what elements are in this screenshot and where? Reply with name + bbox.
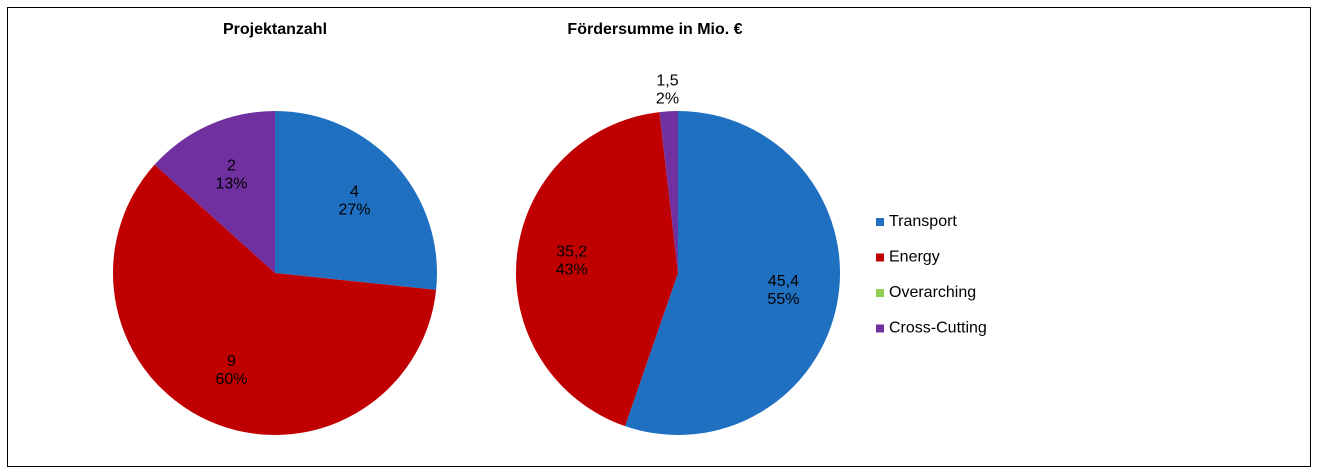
legend-swatch: [876, 289, 884, 297]
data-label: 13%: [215, 176, 247, 193]
data-label: 55%: [767, 291, 799, 308]
data-label: 2%: [656, 90, 679, 107]
data-label: 1,5: [656, 72, 678, 89]
pie-slice: [113, 164, 437, 436]
data-label: 60%: [215, 371, 247, 388]
data-label: 4: [350, 184, 359, 201]
pie-slice: [515, 112, 678, 427]
pie-slice: [625, 111, 840, 435]
data-label: 9: [227, 353, 236, 370]
pie-slice: [275, 111, 438, 290]
chart-title: Projektanzahl: [223, 21, 327, 38]
legend-swatch: [876, 324, 884, 333]
data-label: 43%: [556, 262, 588, 279]
data-label: 2: [227, 158, 236, 175]
legend-label: Cross-Cutting: [889, 320, 987, 337]
pie-slice: [659, 111, 678, 273]
legend-label: Transport: [889, 213, 957, 230]
data-label: 35,2: [556, 244, 587, 261]
legend-label: Energy: [889, 249, 940, 266]
legend-swatch: [876, 253, 884, 262]
legend-label: Overarching: [889, 284, 976, 301]
pie-slice: [154, 111, 275, 273]
data-label: 45,4: [768, 273, 799, 290]
legend-swatch: [876, 218, 884, 226]
chart-title: Fördersumme in Mio. €: [567, 21, 742, 38]
data-label: 27%: [338, 202, 370, 219]
